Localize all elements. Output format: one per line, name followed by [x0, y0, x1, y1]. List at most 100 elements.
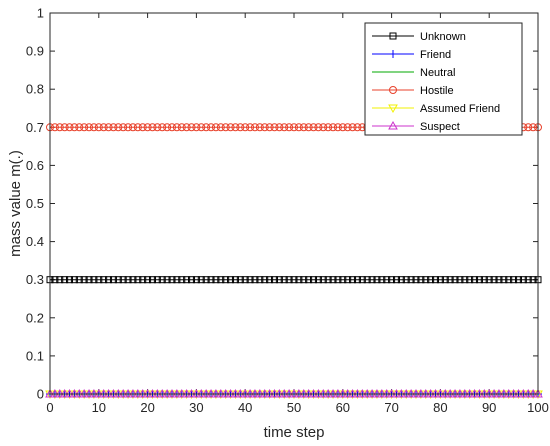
data-point-unknown	[222, 276, 230, 284]
data-point-unknown	[95, 276, 103, 284]
data-point-unknown	[319, 276, 327, 284]
data-point-hostile	[104, 123, 113, 132]
data-point-hostile	[231, 123, 240, 132]
data-point-unknown	[217, 276, 225, 284]
data-point-hostile	[70, 123, 79, 132]
data-point-hostile	[216, 123, 225, 132]
data-point-unknown	[432, 276, 440, 284]
data-point-unknown	[529, 276, 537, 284]
data-point-hostile	[60, 123, 69, 132]
data-point-hostile	[158, 123, 167, 132]
data-point-unknown	[505, 276, 513, 284]
data-point-unknown	[305, 276, 313, 284]
data-point-hostile	[255, 123, 264, 132]
data-point-unknown	[300, 276, 308, 284]
data-point-unknown	[295, 276, 303, 284]
data-point-hostile	[94, 123, 103, 132]
data-point-unknown	[80, 276, 88, 284]
data-point-unknown	[314, 276, 322, 284]
data-point-hostile	[314, 123, 323, 132]
data-point-unknown	[446, 276, 454, 284]
y-tick-label: 0.7	[26, 120, 44, 135]
data-point-hostile	[65, 123, 74, 132]
y-tick-label: 0.9	[26, 44, 44, 59]
data-point-unknown	[436, 276, 444, 284]
data-point-hostile	[270, 123, 279, 132]
legend-marker-suspect	[388, 120, 398, 130]
x-tick-label: 30	[189, 400, 203, 415]
data-point-hostile	[226, 123, 235, 132]
data-point-unknown	[163, 276, 171, 284]
data-point-unknown	[70, 276, 78, 284]
x-tick-label: 0	[46, 400, 53, 415]
data-point-unknown	[451, 276, 459, 284]
data-point-unknown	[241, 276, 249, 284]
x-tick-label: 100	[527, 400, 549, 415]
data-point-hostile	[55, 123, 64, 132]
legend-marker-assumed-friend	[388, 104, 398, 114]
data-point-unknown	[461, 276, 469, 284]
data-point-unknown	[349, 276, 357, 284]
y-tick-label: 0.4	[26, 234, 44, 249]
data-point-hostile	[343, 123, 352, 132]
data-point-unknown	[227, 276, 235, 284]
y-tick-label: 0.8	[26, 82, 44, 97]
data-point-hostile	[299, 123, 308, 132]
legend-label-neutral: Neutral	[420, 67, 455, 79]
data-point-unknown	[339, 276, 347, 284]
data-point-hostile	[221, 123, 230, 132]
data-point-hostile	[290, 123, 298, 132]
data-point-unknown	[500, 276, 508, 284]
series-unknown	[46, 276, 542, 284]
data-point-unknown	[485, 276, 493, 284]
data-point-hostile	[80, 123, 89, 132]
data-point-unknown	[270, 276, 278, 284]
data-point-unknown	[148, 276, 156, 284]
data-point-hostile	[275, 123, 284, 132]
y-axis-label: mass value m(.)	[7, 150, 24, 257]
data-point-unknown	[153, 276, 161, 284]
legend-label-hostile: Hostile	[420, 85, 454, 97]
data-point-hostile	[168, 123, 176, 132]
data-point-unknown	[212, 276, 220, 284]
data-point-hostile	[85, 123, 94, 132]
data-point-unknown	[510, 276, 518, 284]
data-point-hostile	[324, 123, 333, 132]
data-point-unknown	[490, 276, 498, 284]
data-point-hostile	[246, 123, 255, 132]
x-tick-label: 70	[384, 400, 398, 415]
data-point-unknown	[231, 276, 239, 284]
data-point-unknown	[100, 276, 108, 284]
data-point-hostile	[329, 123, 338, 132]
data-point-unknown	[412, 276, 420, 284]
legend-item-suspect: Suspect	[372, 120, 460, 133]
y-axis-ticks: 0 0.1 0.2 0.3 0.4 0.5 0.6 0.7 0.8 0.9 1	[26, 6, 538, 402]
x-tick-label: 50	[287, 400, 301, 415]
data-point-unknown	[158, 276, 166, 284]
legend-item-assumed-friend: Assumed Friend	[372, 103, 500, 115]
legend-item-friend: Friend	[372, 49, 451, 61]
data-point-unknown	[427, 276, 435, 284]
data-point-hostile	[197, 123, 206, 132]
data-point-unknown	[251, 276, 259, 284]
data-point-unknown	[66, 276, 74, 284]
data-point-hostile	[114, 123, 123, 132]
data-point-unknown	[392, 276, 400, 284]
data-point-unknown	[188, 276, 196, 284]
x-tick-label: 20	[140, 400, 154, 415]
data-point-hostile	[50, 123, 59, 132]
data-point-unknown	[480, 276, 488, 284]
data-point-unknown	[324, 276, 332, 284]
data-point-unknown	[310, 276, 318, 284]
data-point-unknown	[114, 276, 122, 284]
data-point-unknown	[358, 276, 366, 284]
data-point-unknown	[139, 276, 147, 284]
data-point-hostile	[109, 123, 118, 132]
data-point-hostile	[529, 123, 538, 132]
data-point-unknown	[183, 276, 191, 284]
legend-item-neutral: Neutral	[372, 67, 455, 79]
data-point-hostile	[177, 123, 186, 132]
data-point-hostile	[153, 123, 162, 132]
legend-item-unknown: Unknown	[372, 31, 466, 43]
